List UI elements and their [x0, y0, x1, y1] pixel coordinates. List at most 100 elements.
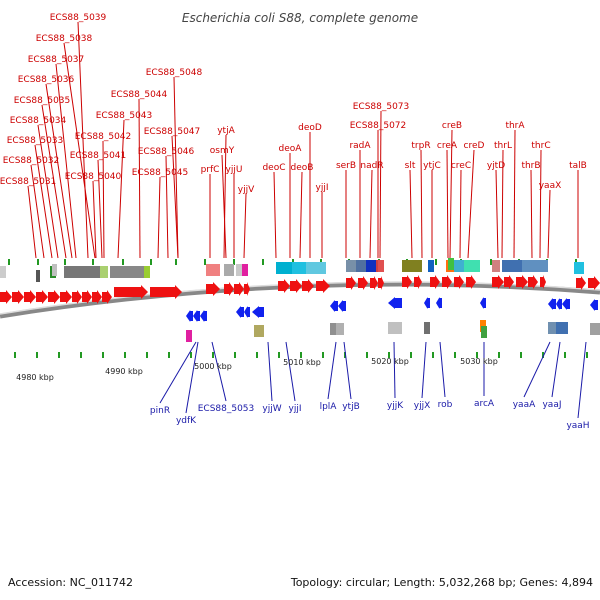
leader-line-bottom	[285, 341, 296, 402]
gene-label-top: prfC	[201, 165, 220, 175]
leader-line-top	[446, 149, 449, 259]
gene-label-top: trpR	[411, 141, 430, 151]
leader-line-bottom	[185, 341, 199, 414]
gene-arrow-forward	[244, 282, 250, 296]
gene-label-top: deoC	[262, 163, 285, 173]
gene-arrow-forward	[92, 290, 102, 304]
gene-arrow-forward	[378, 276, 384, 290]
leader-line-top	[138, 98, 141, 259]
leader-line-top	[77, 21, 89, 259]
gene-label-top: ECS88_5045	[132, 168, 189, 178]
gene-label-top: yjjV	[238, 185, 255, 195]
leader-line-bottom	[159, 341, 197, 404]
gene-arrow-forward	[114, 285, 148, 299]
scale-tick	[490, 259, 492, 265]
gene-label-bottom: yjjW	[262, 404, 281, 414]
feature-box	[336, 323, 344, 335]
leader-line-bottom	[577, 341, 587, 419]
gene-label-top: ECS88_5044	[111, 90, 168, 100]
leader-line-top	[37, 124, 59, 259]
leader-line-top	[27, 185, 37, 259]
gene-label-top: creB	[442, 121, 462, 131]
feature-box	[306, 262, 326, 274]
gene-label-top: ytjA	[217, 126, 235, 136]
gene-label-top: creC	[451, 161, 471, 171]
scale-tick	[300, 352, 302, 358]
feature-box	[276, 262, 292, 274]
gene-label-top: ECS88_5048	[146, 68, 203, 78]
leader-line-top	[63, 42, 96, 259]
feature-box	[502, 260, 522, 272]
scale-label: 5000 kbp	[194, 362, 232, 371]
gene-arrow-forward	[316, 279, 330, 293]
scale-tick	[64, 259, 66, 265]
feature-box	[574, 262, 584, 274]
scale-tick	[14, 352, 16, 358]
scale-tick	[92, 259, 94, 265]
feature-box	[356, 260, 366, 272]
feature-box	[522, 260, 548, 272]
gene-label-top: deoB	[291, 163, 314, 173]
gene-arrow-forward	[370, 276, 378, 290]
gene-arrow-forward	[206, 282, 220, 296]
leader-line-bottom	[523, 341, 551, 398]
gene-label-top: ECS88_5041	[70, 151, 127, 161]
gene-label-bottom: ydfK	[176, 416, 197, 426]
gene-arrow-forward	[346, 276, 356, 290]
gene-label-top: ECS88_5073	[353, 102, 410, 112]
leader-line-top	[41, 104, 67, 259]
leader-line-top	[157, 176, 161, 259]
feature-box	[492, 260, 500, 272]
scale-tick	[80, 352, 82, 358]
leader-line-top	[369, 169, 373, 259]
feature-box	[402, 260, 422, 272]
leader-line-top	[299, 171, 303, 259]
scale-label: 5020 kbp	[371, 357, 409, 366]
feature-box	[556, 322, 568, 334]
gene-arrow-forward	[430, 275, 440, 289]
feature-box	[144, 266, 150, 278]
leader-line-top	[467, 149, 475, 259]
feature-box	[454, 260, 464, 272]
leader-line-top	[449, 129, 453, 259]
gene-label-top: serB	[336, 161, 356, 171]
leader-line-bottom	[343, 341, 352, 400]
gene-arrow-forward	[12, 290, 24, 304]
gene-arrow-forward	[402, 275, 412, 289]
gene-arrow-forward	[442, 275, 452, 289]
leader-line-top	[30, 164, 45, 259]
gene-label-bottom: yaaH	[566, 421, 589, 431]
leader-line-bottom	[211, 341, 227, 402]
feature-box	[186, 330, 192, 342]
gene-label-top: ytjC	[423, 161, 441, 171]
feature-box	[424, 322, 430, 334]
gene-arrow-forward	[358, 276, 368, 290]
scale-tick	[564, 352, 566, 358]
leader-line-bottom	[421, 341, 427, 399]
gene-label-bottom: arcA	[474, 399, 495, 409]
leader-line-top	[173, 76, 179, 259]
scale-tick	[233, 259, 235, 265]
gene-arrow-reverse	[330, 300, 338, 312]
leader-line-bottom	[551, 341, 561, 398]
scale-tick	[8, 259, 10, 265]
scale-label: 4990 kbp	[105, 367, 143, 376]
gene-label-top: yjtD	[487, 161, 505, 171]
scale-tick	[37, 259, 39, 265]
gene-label-top: ECS88_5036	[18, 75, 75, 85]
leader-line-top	[459, 169, 462, 259]
gene-arrow-forward	[0, 290, 12, 304]
gene-arrow-forward	[516, 275, 528, 289]
gene-arrow-forward	[414, 275, 422, 289]
gene-label-bottom: yjjK	[387, 401, 404, 411]
gene-arrow-reverse	[590, 299, 598, 311]
scale-tick	[122, 259, 124, 265]
scale-tick	[520, 352, 522, 358]
gene-label-top: ECS88_5043	[96, 111, 153, 121]
gene-label-top: ECS88_5032	[3, 156, 60, 166]
gene-arrow-forward	[60, 290, 72, 304]
scale-tick	[432, 352, 434, 358]
feature-box	[366, 260, 376, 272]
gene-label-bottom: yjjI	[289, 404, 302, 414]
gene-label-bottom: pinR	[150, 406, 170, 416]
